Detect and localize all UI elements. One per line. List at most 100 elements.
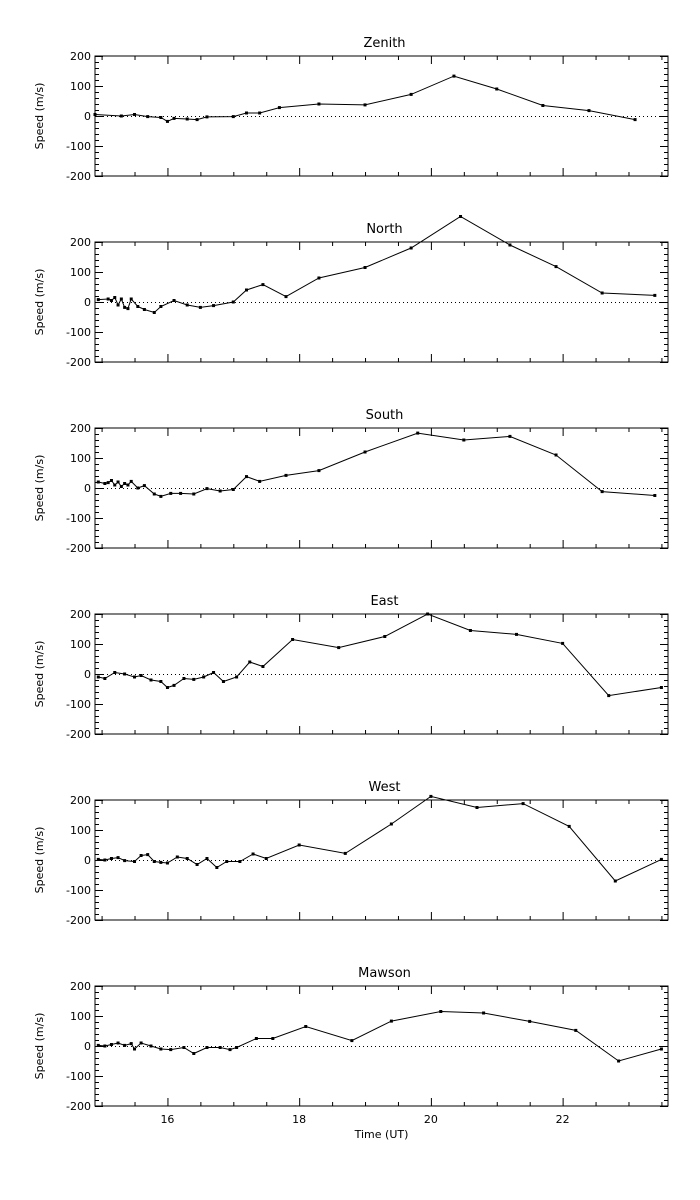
y-tick-label: -200 xyxy=(66,542,91,555)
data-point xyxy=(139,854,143,857)
plot-frame xyxy=(94,985,669,1107)
data-point xyxy=(159,305,163,308)
data-point xyxy=(198,305,202,309)
data-point xyxy=(291,638,295,641)
data-point xyxy=(172,299,176,302)
data-point xyxy=(129,479,133,483)
data-point xyxy=(113,483,117,487)
panel-title: Mawson xyxy=(358,966,411,981)
y-axis-label: Speed (m/s) xyxy=(33,455,46,522)
data-point xyxy=(146,853,150,857)
data-point xyxy=(103,677,107,680)
data-point xyxy=(119,114,123,118)
data-point xyxy=(452,74,456,78)
data-point xyxy=(317,276,321,280)
x-tick-label: 16 xyxy=(160,1113,174,1126)
data-point xyxy=(113,671,117,674)
data-point xyxy=(261,665,265,668)
data-point xyxy=(192,1052,196,1055)
data-point xyxy=(231,488,235,491)
y-tick-label: -200 xyxy=(66,914,91,927)
panel-title: West xyxy=(369,780,401,795)
data-point xyxy=(195,863,199,866)
data-point xyxy=(495,87,499,91)
data-point xyxy=(133,1047,137,1051)
data-point xyxy=(179,491,183,495)
data-point xyxy=(123,482,127,485)
y-tick-label: 100 xyxy=(70,638,91,651)
data-point xyxy=(103,858,107,862)
data-point xyxy=(389,1019,393,1023)
panel-title: East xyxy=(370,594,398,609)
panel-title: North xyxy=(366,222,402,237)
data-point xyxy=(96,298,100,302)
data-point xyxy=(653,293,657,297)
data-point xyxy=(123,672,127,676)
data-point xyxy=(96,857,100,861)
data-point xyxy=(633,118,637,122)
x-tick-label: 22 xyxy=(556,1113,570,1126)
data-point xyxy=(106,297,110,301)
data-point xyxy=(136,305,140,308)
data-point xyxy=(607,694,611,698)
data-point xyxy=(119,485,123,488)
data-point xyxy=(284,295,288,299)
data-point xyxy=(475,806,479,809)
y-tick-label: 0 xyxy=(84,668,91,681)
data-point xyxy=(248,660,252,664)
data-point xyxy=(129,1042,133,1046)
data-point xyxy=(508,434,512,438)
data-point xyxy=(185,303,189,307)
data-point xyxy=(238,860,242,863)
data-point xyxy=(212,304,216,308)
data-point xyxy=(258,479,262,483)
data-point xyxy=(116,856,120,860)
x-axis-label: Time (UT) xyxy=(354,1128,409,1141)
data-point xyxy=(175,855,179,859)
y-tick-label: 0 xyxy=(84,482,91,495)
data-point xyxy=(146,115,150,119)
data-point xyxy=(215,866,219,869)
y-tick-label: -200 xyxy=(66,356,91,369)
data-point xyxy=(244,111,248,115)
panel-north: North 200 100 0 -100 -200 Speed (m/s) xyxy=(33,215,669,369)
data-point xyxy=(152,860,156,863)
data-point xyxy=(350,1039,354,1043)
data-point xyxy=(271,1037,275,1040)
y-tick-label: 100 xyxy=(70,266,91,279)
y-axis-label: Speed (m/s) xyxy=(33,269,46,336)
y-tick-label: 0 xyxy=(84,296,91,309)
data-point xyxy=(123,859,127,863)
series-line xyxy=(98,432,655,497)
data-point xyxy=(261,283,265,287)
y-tick-label: -100 xyxy=(66,140,91,153)
y-tick-label: 200 xyxy=(70,50,91,63)
series-line xyxy=(98,795,662,882)
data-point xyxy=(109,1043,113,1046)
data-point xyxy=(152,492,156,496)
data-point xyxy=(468,629,472,632)
y-axis-label: Speed (m/s) xyxy=(33,827,46,894)
data-point xyxy=(139,1041,143,1045)
data-point xyxy=(169,1048,173,1052)
data-point xyxy=(218,1046,222,1049)
data-point xyxy=(482,1011,486,1015)
data-point xyxy=(93,113,97,116)
data-point xyxy=(116,1041,120,1045)
data-point xyxy=(317,102,321,106)
data-point xyxy=(136,486,140,490)
data-point xyxy=(159,1047,163,1051)
data-point xyxy=(297,843,301,847)
data-point xyxy=(116,480,120,484)
data-point xyxy=(254,1037,258,1040)
y-tick-label: 100 xyxy=(70,80,91,93)
y-tick-label: 200 xyxy=(70,980,91,993)
data-point xyxy=(409,92,413,96)
data-point xyxy=(212,671,216,674)
data-point xyxy=(149,1044,153,1048)
data-point xyxy=(133,675,137,679)
data-point xyxy=(159,116,163,119)
data-point xyxy=(258,111,262,115)
panel-south: South 200 100 0 -100 -200 Speed (m/s) xyxy=(33,408,669,555)
y-tick-label: -100 xyxy=(66,1070,91,1083)
